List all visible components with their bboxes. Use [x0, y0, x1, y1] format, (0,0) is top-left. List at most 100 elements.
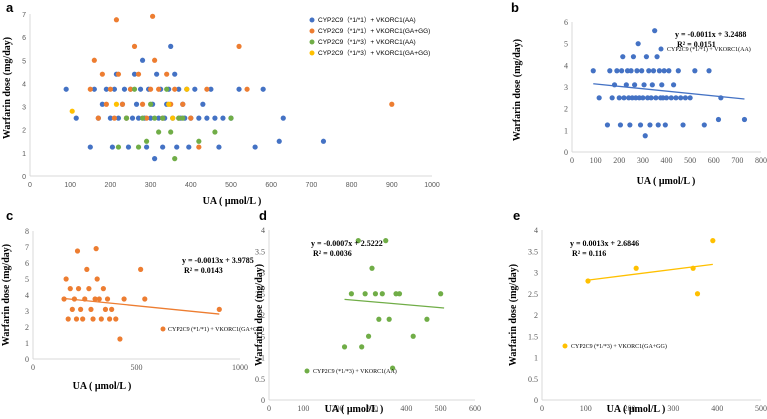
- legend-marker: [309, 28, 315, 34]
- data-point: [410, 333, 416, 339]
- y-tick-label: 6: [22, 35, 26, 42]
- data-point: [607, 68, 613, 74]
- data-point: [616, 95, 622, 101]
- data-point: [121, 296, 127, 302]
- y-axis-title: Warfarin dose (mg/day): [254, 264, 265, 366]
- legend-label: CYP2C9 (*1/*3) + VKORC1(AA): [313, 368, 397, 375]
- series-1: [63, 43, 327, 162]
- data-point: [150, 13, 156, 19]
- trend-equation: y = -0.0011x + 3.2488: [675, 30, 746, 39]
- data-point: [656, 68, 663, 74]
- data-point: [212, 129, 218, 135]
- data-point: [160, 144, 166, 150]
- data-point: [115, 144, 122, 150]
- panel-letter: c: [6, 208, 13, 223]
- legend: CYP2C9 (*1/*3) + VKORC1(GA+GG): [562, 343, 667, 350]
- y-axis-title: Warfarin dose (mg/day): [2, 37, 13, 139]
- legend-marker: [160, 326, 166, 332]
- data-point: [156, 115, 162, 121]
- data-point: [63, 86, 69, 92]
- y-tick-label: 1.5: [255, 332, 265, 341]
- data-point: [642, 133, 648, 139]
- data-point: [619, 68, 625, 74]
- y-tick-label: 5: [25, 275, 29, 284]
- y-tick-label: 0.5: [528, 375, 538, 384]
- series-1: [61, 246, 222, 342]
- data-point: [220, 115, 226, 121]
- data-point: [673, 95, 679, 101]
- legend: CYP2C9（*1/*1）+ VKORC1(AA) CYP2C9（*1/*1）+ …: [309, 16, 430, 57]
- data-point: [164, 86, 170, 92]
- legend: CYP2C9 (*1/*1) + VKORC1(AA): [658, 46, 751, 53]
- data-point: [634, 68, 640, 74]
- data-point: [359, 344, 365, 350]
- y-tick-label: 4: [25, 291, 29, 300]
- panel-c: c 0 1 2 3 4 5 6 7 8 0 500 1000 UA ( μmol/L ) Warfarin …: [1, 208, 264, 392]
- y-tick-label: 0: [261, 396, 265, 405]
- data-point: [160, 115, 166, 121]
- y-tick-label: 1: [25, 339, 29, 348]
- data-point: [104, 296, 111, 302]
- x-tick-label: 300: [366, 404, 378, 413]
- x-tick-label: 0: [31, 363, 35, 372]
- data-point: [633, 265, 639, 271]
- legend-label: CYP2C9 (*1/*1) + VKORC1(AA): [667, 46, 751, 53]
- data-point: [123, 115, 130, 121]
- data-point: [376, 316, 382, 322]
- data-point: [69, 306, 75, 312]
- y-tick-label: 0: [22, 174, 26, 181]
- data-point: [172, 71, 178, 77]
- data-point: [280, 115, 286, 121]
- x-tick-label: 500: [131, 363, 143, 372]
- data-point: [196, 144, 202, 150]
- legend-label: CYP2C9 (*1/*3) + VKORC1(GA+GG): [571, 343, 667, 350]
- x-tick-label: 500: [225, 182, 237, 189]
- data-point: [143, 115, 150, 121]
- data-point: [154, 71, 160, 77]
- x-axis-title: UA ( μmol/L ): [607, 404, 666, 415]
- x-tick-label: 700: [731, 156, 743, 165]
- data-point: [383, 238, 389, 244]
- panel-e: e 0 0.5 1 1.5 2 2.5 3 3.5 4 0 100 200 300 400 500 UA ( μ…: [508, 208, 767, 415]
- x-tick-label: 200: [332, 404, 344, 413]
- data-point: [63, 276, 69, 282]
- data-point: [628, 68, 634, 74]
- x-tick-label: 0: [267, 404, 271, 413]
- x-tick-label: 300: [637, 156, 649, 165]
- series-1: [590, 28, 748, 139]
- y-tick-label: 3.5: [255, 247, 265, 256]
- data-point: [174, 144, 180, 150]
- x-tick-label: 100: [580, 404, 592, 413]
- data-point: [635, 41, 641, 47]
- data-point: [127, 86, 134, 92]
- x-axis-title: UA ( μmol/L ): [325, 404, 384, 415]
- trend-line: [344, 298, 445, 309]
- x-tick-label: 100: [590, 156, 602, 165]
- y-tick-label: 4: [261, 226, 265, 235]
- trend-equation: y = 0.0013x + 2.6846: [570, 239, 639, 248]
- data-point: [111, 115, 118, 121]
- data-point: [156, 86, 162, 92]
- x-tick-label: 300: [145, 182, 157, 189]
- data-point: [139, 57, 146, 63]
- data-point: [148, 86, 154, 92]
- panel-letter: e: [513, 208, 520, 223]
- data-point: [379, 291, 385, 297]
- data-point: [98, 316, 104, 322]
- y-axis-title: Warfarin dose (mg/day): [508, 264, 519, 366]
- y-axis-title: Warfarin dose (mg/day): [1, 244, 12, 346]
- data-point: [111, 86, 118, 92]
- data-point: [180, 101, 186, 107]
- series-4: [69, 86, 190, 121]
- data-point: [69, 108, 75, 114]
- data-point: [216, 306, 222, 312]
- data-point: [682, 95, 689, 101]
- x-tick-label: 500: [684, 156, 696, 165]
- data-point: [87, 144, 93, 150]
- data-point: [694, 291, 701, 297]
- data-point: [135, 71, 142, 77]
- data-point: [100, 286, 106, 292]
- data-point: [663, 95, 670, 101]
- data-point: [276, 138, 282, 144]
- y-tick-label: 3.5: [528, 247, 538, 256]
